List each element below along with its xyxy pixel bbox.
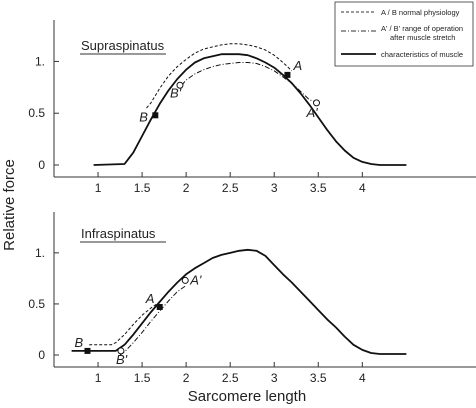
legend-label-normal: A / B normal physiology <box>381 8 460 17</box>
supraspinatus-point-label: B <box>139 109 148 124</box>
infraspinatus-x-tick-label: 4 <box>359 371 366 385</box>
supraspinatus-y-tick-label: 0.5 <box>28 106 45 120</box>
supraspinatus-x-tick-label: 1.5 <box>134 181 151 195</box>
supraspinatus-x-tick-label: 1 <box>95 181 102 195</box>
supraspinatus-point-marker <box>313 99 321 107</box>
supraspinatus-point-label: A' <box>306 105 319 120</box>
legend-box <box>334 1 474 67</box>
infraspinatus-point-label: B <box>74 335 83 350</box>
supraspinatus-point-marker <box>152 112 159 119</box>
infraspinatus-panel: Infraspinatus 1 1.5 2 2.5 3 3.5 4 0 0.5 1. B A B' A' <box>28 212 476 385</box>
supraspinatus-y-tick-label: 1. <box>35 54 45 68</box>
infraspinatus-point-marker <box>156 303 163 310</box>
supraspinatus-series-dashdot <box>181 62 319 104</box>
legend-label-muscle: characteristics of muscle <box>381 50 463 59</box>
infraspinatus-point-marker <box>117 347 125 355</box>
infraspinatus-y-tick-label: 0 <box>38 348 45 362</box>
legend-label-range: A' / B' range of operation <box>381 24 463 33</box>
supraspinatus-point-label: B' <box>170 85 182 100</box>
supraspinatus-title: Supraspinatus <box>81 38 165 53</box>
infraspinatus-x-tick-label: 1 <box>95 371 102 385</box>
supraspinatus-x-tick-label: 3.5 <box>310 181 327 195</box>
legend: A / B normal physiology A' / B' range of… <box>334 1 474 67</box>
y-axis-label: Relative force <box>1 159 18 251</box>
supraspinatus-point-marker <box>176 81 184 89</box>
x-axis-label: Sarcomere length <box>188 388 306 405</box>
infraspinatus-y-tick-label: 1. <box>35 246 45 260</box>
infraspinatus-point-label: A' <box>189 272 202 287</box>
supraspinatus-point-label: A <box>292 58 302 73</box>
supraspinatus-x-tick-label: 3 <box>271 181 278 195</box>
supraspinatus-y-tick-label: 0 <box>38 158 45 172</box>
infraspinatus-point-marker <box>84 347 91 354</box>
infraspinatus-title: Infraspinatus <box>81 226 156 241</box>
supraspinatus-panel: Supraspinatus 1 1.5 2 2.5 3 3.5 4 0 0.5 1. B A B' A' <box>28 20 476 195</box>
infraspinatus-x-tick-label: 3.5 <box>310 371 327 385</box>
infraspinatus-y-tick-label: 0.5 <box>28 297 45 311</box>
legend-label-range-sub: after muscle stretch <box>390 33 455 42</box>
supraspinatus-series-solid <box>93 53 407 166</box>
supraspinatus-series-dashed <box>146 43 293 109</box>
infraspinatus-series-dashdot <box>119 285 187 356</box>
supraspinatus-x-tick-label: 2 <box>183 181 190 195</box>
supraspinatus-point-marker <box>284 71 291 78</box>
infraspinatus-x-tick-label: 2 <box>183 371 190 385</box>
infraspinatus-x-tick-label: 3 <box>271 371 278 385</box>
infraspinatus-series-solid <box>71 248 407 355</box>
infraspinatus-x-tick-label: 1.5 <box>134 371 151 385</box>
supraspinatus-x-tick-label: 4 <box>359 181 366 195</box>
infraspinatus-series-dashed <box>89 301 160 346</box>
infraspinatus-x-tick-label: 2.5 <box>222 371 239 385</box>
supraspinatus-x-tick-label: 2.5 <box>222 181 239 195</box>
infraspinatus-point-marker <box>181 276 189 284</box>
infraspinatus-point-label: A <box>145 291 155 306</box>
infraspinatus-point-label: B' <box>116 352 128 367</box>
